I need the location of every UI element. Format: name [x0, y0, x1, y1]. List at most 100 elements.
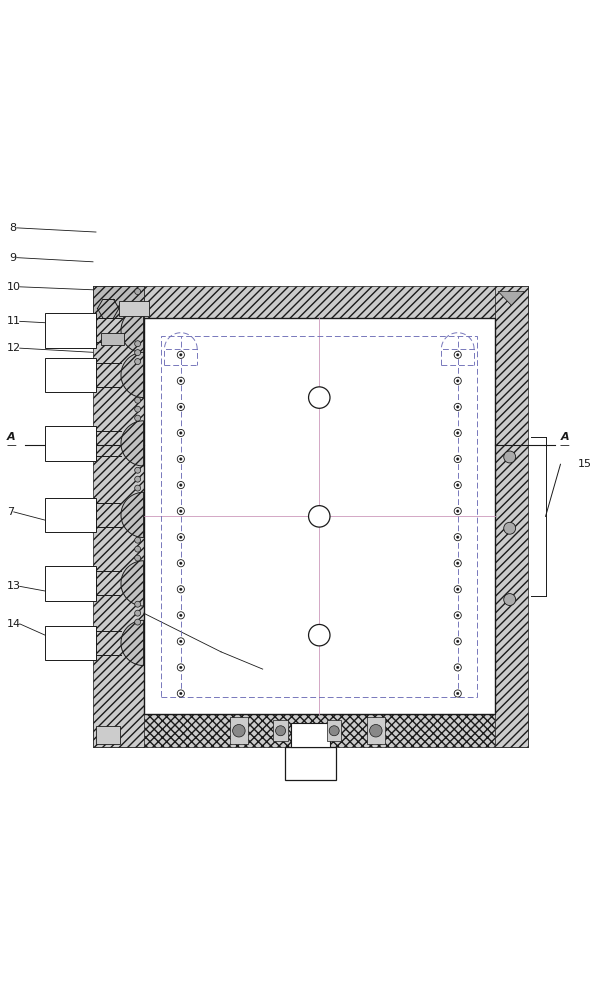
Circle shape — [180, 484, 182, 486]
Circle shape — [309, 387, 330, 408]
Circle shape — [135, 619, 141, 625]
Circle shape — [180, 458, 182, 460]
Bar — [100, 333, 124, 345]
Text: 15: 15 — [578, 459, 592, 469]
Bar — [96, 726, 120, 744]
Circle shape — [454, 481, 461, 489]
Bar — [161, 336, 477, 697]
Circle shape — [177, 429, 184, 437]
Circle shape — [457, 354, 459, 356]
Circle shape — [180, 380, 182, 382]
Circle shape — [135, 397, 141, 403]
Circle shape — [180, 406, 182, 408]
Text: 12: 12 — [7, 343, 21, 353]
Circle shape — [457, 588, 459, 591]
Circle shape — [180, 666, 182, 669]
Circle shape — [370, 725, 382, 737]
Bar — [45, 313, 96, 348]
Circle shape — [177, 586, 184, 593]
Circle shape — [454, 690, 461, 697]
Circle shape — [135, 601, 141, 607]
Circle shape — [457, 406, 459, 408]
Circle shape — [135, 476, 141, 482]
Bar — [327, 720, 341, 741]
Circle shape — [457, 484, 459, 486]
Circle shape — [457, 614, 459, 617]
Bar — [93, 286, 528, 318]
Bar — [45, 626, 96, 660]
Bar — [367, 717, 385, 744]
Bar — [93, 286, 144, 747]
Circle shape — [180, 614, 182, 617]
Circle shape — [457, 666, 459, 669]
Bar — [273, 720, 288, 741]
Circle shape — [454, 534, 461, 541]
Circle shape — [457, 640, 459, 643]
Circle shape — [177, 481, 184, 489]
Bar — [495, 286, 528, 747]
Circle shape — [135, 485, 141, 491]
Circle shape — [457, 536, 459, 538]
Circle shape — [135, 341, 141, 347]
Bar — [230, 717, 248, 744]
Polygon shape — [121, 308, 144, 353]
Circle shape — [457, 432, 459, 434]
Circle shape — [329, 726, 339, 736]
Bar — [144, 318, 495, 714]
Circle shape — [177, 403, 184, 410]
Circle shape — [454, 586, 461, 593]
Polygon shape — [121, 352, 144, 398]
Circle shape — [135, 406, 141, 412]
Text: —: — — [559, 441, 570, 451]
Bar — [119, 301, 149, 316]
Circle shape — [504, 522, 516, 534]
Circle shape — [177, 534, 184, 541]
Circle shape — [454, 377, 461, 384]
Polygon shape — [498, 292, 524, 305]
Circle shape — [457, 458, 459, 460]
Circle shape — [177, 508, 184, 515]
Circle shape — [180, 432, 182, 434]
Circle shape — [180, 640, 182, 643]
Circle shape — [309, 624, 330, 646]
Text: 14: 14 — [7, 619, 21, 629]
Circle shape — [135, 415, 141, 421]
Circle shape — [454, 455, 461, 463]
Bar — [45, 426, 96, 461]
Text: 11: 11 — [7, 316, 21, 326]
Bar — [93, 714, 528, 747]
Bar — [45, 498, 96, 532]
Circle shape — [135, 289, 141, 295]
Circle shape — [457, 510, 459, 512]
Circle shape — [135, 359, 141, 365]
Circle shape — [504, 594, 516, 605]
Circle shape — [457, 692, 459, 695]
Circle shape — [457, 380, 459, 382]
Circle shape — [177, 612, 184, 619]
Circle shape — [309, 506, 330, 527]
Circle shape — [180, 354, 182, 356]
Circle shape — [454, 508, 461, 515]
Circle shape — [233, 725, 245, 737]
Text: A: A — [7, 432, 16, 442]
Text: A: A — [561, 432, 570, 442]
Circle shape — [135, 350, 141, 356]
Circle shape — [276, 726, 285, 736]
Circle shape — [180, 588, 182, 591]
Circle shape — [454, 664, 461, 671]
Bar — [93, 286, 144, 318]
Bar — [291, 723, 330, 747]
Bar — [45, 358, 96, 392]
Circle shape — [177, 560, 184, 567]
Circle shape — [180, 510, 182, 512]
Circle shape — [454, 429, 461, 437]
Circle shape — [457, 562, 459, 564]
Bar — [45, 566, 96, 601]
Text: 7: 7 — [7, 507, 14, 517]
Circle shape — [504, 451, 516, 463]
Circle shape — [180, 692, 182, 695]
Circle shape — [454, 403, 461, 410]
Polygon shape — [121, 620, 144, 666]
Circle shape — [177, 664, 184, 671]
Circle shape — [135, 467, 141, 473]
